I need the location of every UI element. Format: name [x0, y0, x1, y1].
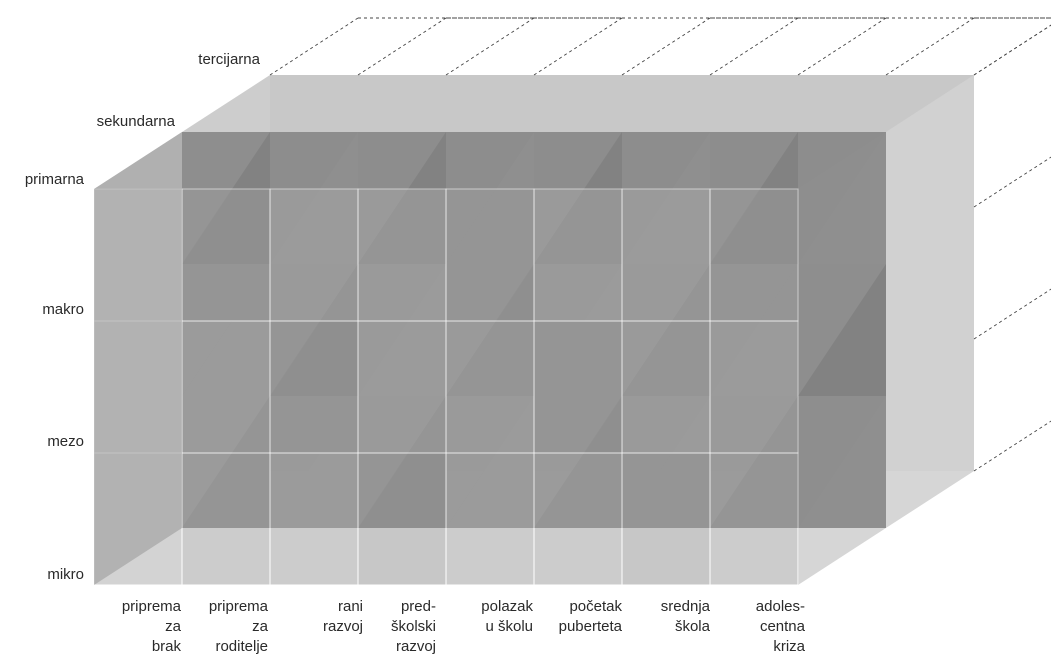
front-cell — [709, 320, 799, 454]
dashed-top-depth — [533, 17, 623, 76]
front-cell — [533, 320, 623, 454]
dashed-top-depth — [269, 17, 359, 76]
front-cell — [621, 452, 711, 586]
dashed-top-depth — [445, 17, 535, 76]
block-left-face — [94, 132, 182, 585]
stage-label-1: priprema za brak — [121, 598, 181, 655]
cell-shade — [798, 396, 886, 528]
front-cell — [269, 188, 359, 322]
stage-label-7: srednja škola — [660, 598, 710, 635]
label-primarna: primarna — [24, 171, 84, 188]
dashed-right-depth — [973, 288, 1051, 340]
dashed-right-depth — [973, 156, 1051, 208]
cell-shade — [798, 264, 886, 396]
dashed-top-depth — [973, 24, 1051, 76]
front-cell — [357, 188, 447, 322]
dashed-right-depth — [973, 24, 1051, 76]
label-makro: makro — [42, 301, 84, 318]
tertiary-dashed-grid — [269, 17, 1051, 472]
label-mezo: mezo — [47, 433, 84, 450]
front-cell — [709, 452, 799, 586]
cube-grid — [93, 75, 974, 586]
front-cell — [533, 188, 623, 322]
label-sekundarna: sekundarna — [96, 113, 175, 130]
front-cell — [181, 188, 271, 322]
front-cell — [445, 320, 535, 454]
front-cell — [621, 188, 711, 322]
cell-shade — [798, 132, 886, 264]
front-cell — [269, 320, 359, 454]
stage-label-3: rani razvoj — [322, 598, 363, 635]
front-cell — [533, 452, 623, 586]
front-cell — [357, 452, 447, 586]
front-cell — [621, 320, 711, 454]
stage-label-6: početak puberteta — [558, 598, 622, 635]
front-cell — [709, 188, 799, 322]
stage-label-8: adoles- centna kriza — [755, 598, 805, 655]
front-cell — [445, 188, 535, 322]
label-tercijarna: tercijarna — [198, 51, 260, 68]
front-cell — [269, 452, 359, 586]
label-mikro: mikro — [47, 566, 84, 583]
dashed-top-depth — [885, 17, 975, 76]
stage-label-5: polazak u školu — [481, 598, 533, 635]
dashed-top-depth — [709, 17, 799, 76]
dashed-top-depth — [621, 17, 711, 76]
front-cell — [181, 452, 271, 586]
front-cell — [445, 452, 535, 586]
stage-label-4: pred- školski razvoj — [390, 598, 436, 655]
dashed-top-depth — [357, 17, 447, 76]
front-cell — [357, 320, 447, 454]
front-cell — [181, 320, 271, 454]
dashed-top-depth — [797, 17, 887, 76]
stage-label-2: priprema za roditelje — [208, 598, 268, 655]
dashed-right-depth — [973, 420, 1051, 472]
